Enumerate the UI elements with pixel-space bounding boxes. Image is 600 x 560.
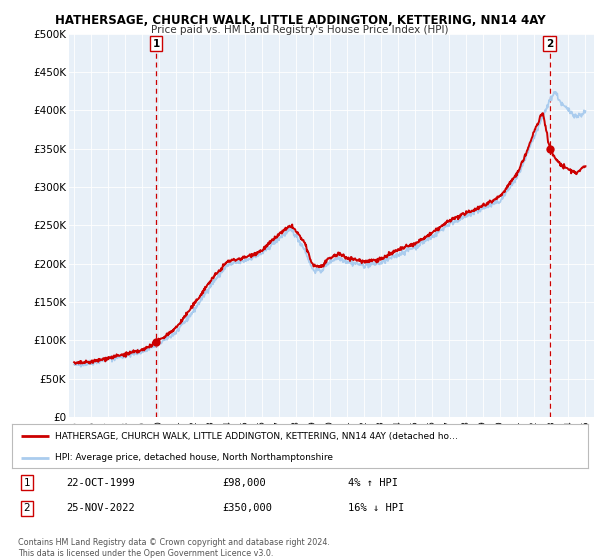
Text: Contains HM Land Registry data © Crown copyright and database right 2024.: Contains HM Land Registry data © Crown c… (18, 538, 330, 547)
Text: Price paid vs. HM Land Registry's House Price Index (HPI): Price paid vs. HM Land Registry's House … (151, 25, 449, 35)
Text: £350,000: £350,000 (222, 503, 272, 514)
Text: This data is licensed under the Open Government Licence v3.0.: This data is licensed under the Open Gov… (18, 549, 274, 558)
Text: 2: 2 (546, 39, 553, 49)
Text: 22-OCT-1999: 22-OCT-1999 (66, 478, 135, 488)
Text: HATHERSAGE, CHURCH WALK, LITTLE ADDINGTON, KETTERING, NN14 4AY: HATHERSAGE, CHURCH WALK, LITTLE ADDINGTO… (55, 14, 545, 27)
Text: 25-NOV-2022: 25-NOV-2022 (66, 503, 135, 514)
Text: £98,000: £98,000 (222, 478, 266, 488)
Text: HPI: Average price, detached house, North Northamptonshire: HPI: Average price, detached house, Nort… (55, 454, 333, 463)
Text: 4% ↑ HPI: 4% ↑ HPI (348, 478, 398, 488)
Text: 1: 1 (152, 39, 160, 49)
Text: HATHERSAGE, CHURCH WALK, LITTLE ADDINGTON, KETTERING, NN14 4AY (detached ho…: HATHERSAGE, CHURCH WALK, LITTLE ADDINGTO… (55, 432, 458, 441)
Text: 2: 2 (23, 503, 31, 514)
Text: 1: 1 (23, 478, 31, 488)
Text: 16% ↓ HPI: 16% ↓ HPI (348, 503, 404, 514)
